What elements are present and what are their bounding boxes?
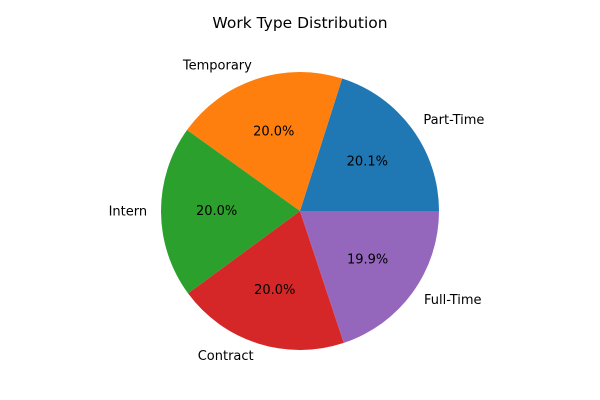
slice-label-contract: Contract [198,349,254,364]
percent-label-part-time: 20.1% [347,154,388,169]
pie-slice-contract [188,211,344,350]
slice-label-temporary: Temporary [182,58,252,73]
percent-label-full-time: 19.9% [347,252,388,267]
chart-title: Work Type Distribution [212,14,387,32]
percent-label-temporary: 20.0% [253,124,294,139]
pie-slice-intern [161,130,300,294]
percent-label-contract: 20.0% [254,283,295,298]
pie-slices [161,72,439,350]
pie-percent-labels: 20.1% 20.0% 20.0% 20.0% 19.9% [196,124,388,298]
percent-label-intern: 20.0% [196,204,237,219]
pie-slice-temporary [187,72,343,211]
slice-label-full-time: Full-Time [424,293,482,308]
slice-label-intern: Intern [109,204,148,219]
pie-slice-part-time [300,78,439,211]
pie-slice-labels: Part-Time Temporary Intern Contract Full-Tim… [109,58,485,364]
slice-label-part-time: Part-Time [423,113,484,128]
pie-slice-full-time [300,211,439,343]
